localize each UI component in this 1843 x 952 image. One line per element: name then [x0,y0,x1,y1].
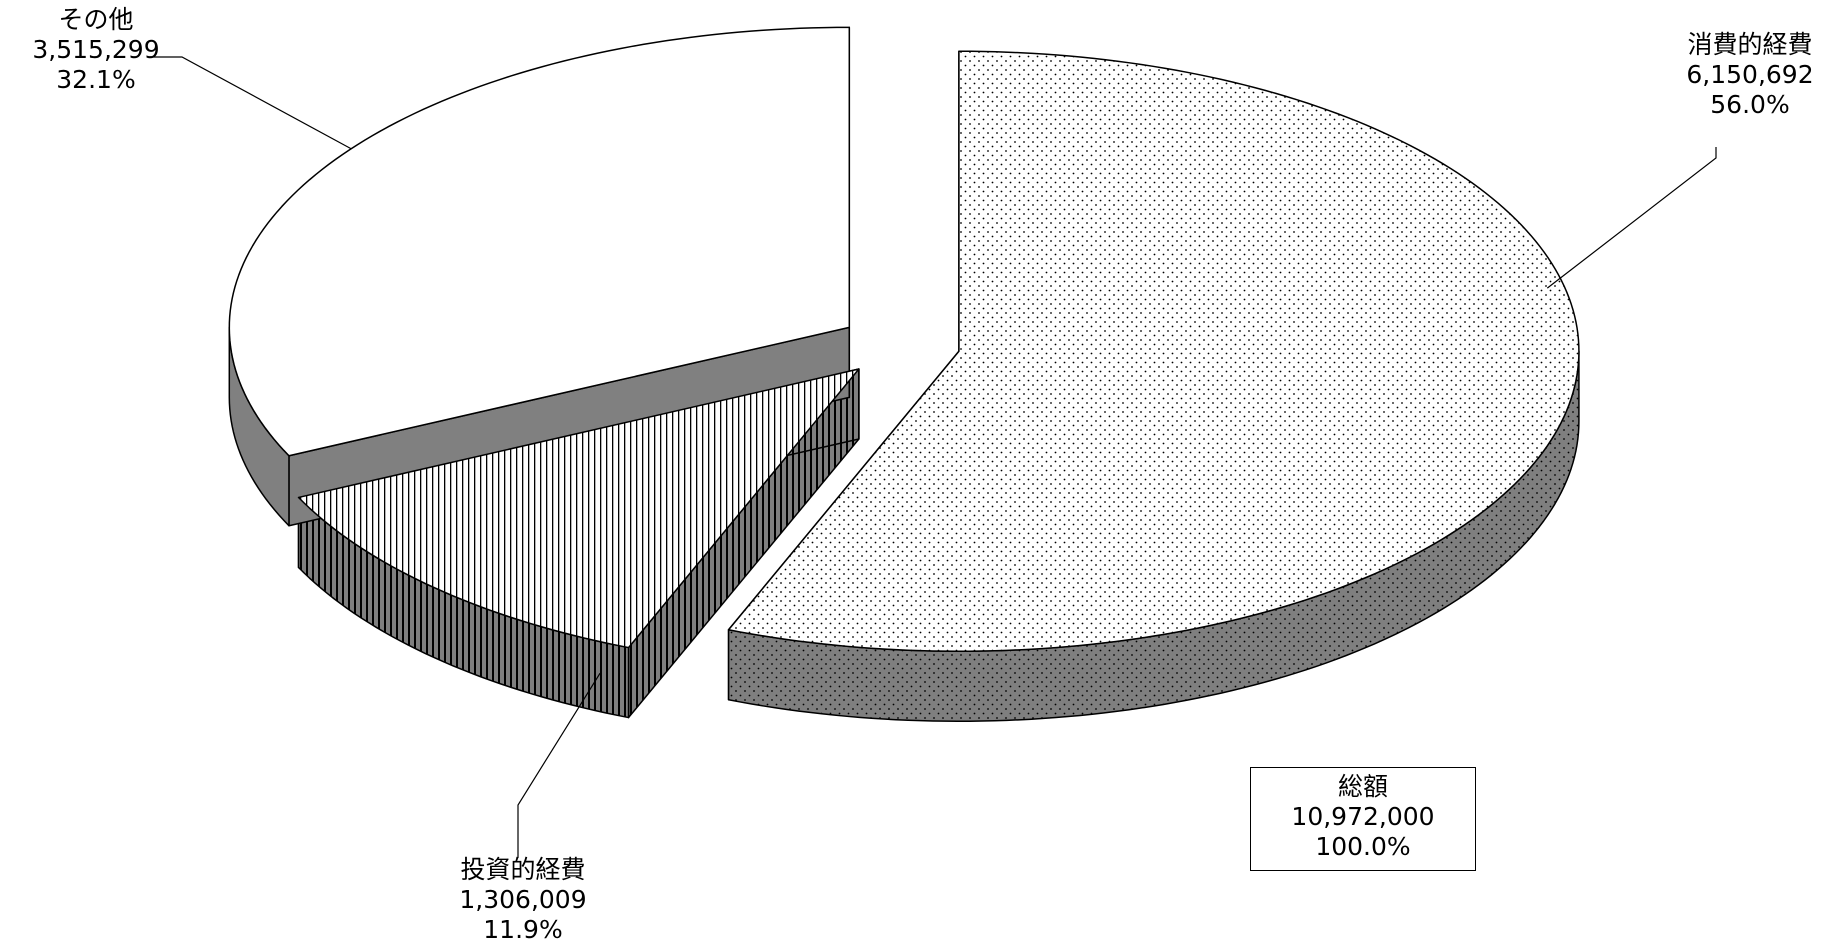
slice-name-investment: 投資的経費 [460,855,586,884]
slice-other [228,26,851,457]
slice-percent-other: 32.1% [56,65,136,94]
leader-lines [150,56,1717,858]
slice-value-consumption: 6,150,692 [1686,60,1814,89]
total-box: 総額 10,972,000 100.0% [1250,767,1476,871]
slice-value-investment: 1,306,009 [459,885,587,914]
slice-investment [297,368,860,649]
leader-line-other [150,56,352,150]
slice-value-other: 3,515,299 [32,35,160,64]
total-value: 10,972,000 [1291,802,1435,831]
slice-percent-investment: 11.9% [483,915,563,944]
slice-label-consumption: 消費的経費 6,150,692 56.0% [1655,30,1843,120]
slice-consumption [727,50,1580,652]
slice-name-other: その他 [58,5,134,34]
leader-line-investment [517,672,601,858]
slice-label-investment: 投資的経費 1,306,009 11.9% [428,855,618,945]
slice-percent-consumption: 56.0% [1710,90,1790,119]
leader-line-consumption [1546,147,1717,289]
slice-label-other: その他 3,515,299 32.1% [6,5,186,95]
total-name: 総額 [1337,772,1388,801]
total-percent: 100.0% [1315,832,1411,861]
slice-name-consumption: 消費的経費 [1687,30,1813,59]
slice-tops [228,26,1580,652]
